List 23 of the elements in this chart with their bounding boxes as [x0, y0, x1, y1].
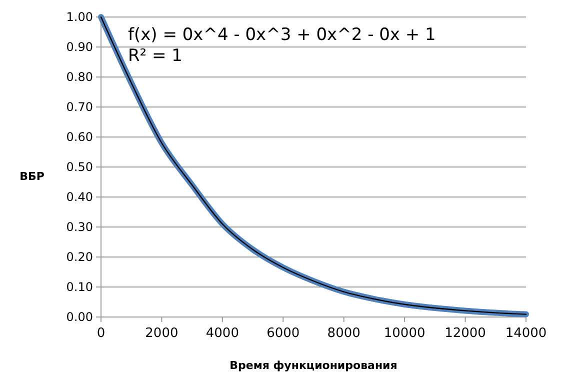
- x-axis-title: Время функционирования: [230, 359, 398, 372]
- x-tick-label: 4000: [206, 326, 239, 341]
- x-tick-label: 12000: [444, 326, 486, 341]
- x-tick-label: 8000: [327, 326, 360, 341]
- y-axis-title: ВБР: [20, 170, 44, 183]
- y-tick-label: 0.40: [66, 190, 93, 204]
- y-tick-label: 0.50: [66, 160, 93, 174]
- x-tick-label: 0: [96, 326, 106, 341]
- y-tick-label: 0.00: [66, 310, 93, 324]
- y-tick-label: 0.30: [66, 220, 93, 234]
- x-tick-label: 6000: [266, 326, 300, 341]
- y-tick-label: 0.20: [66, 250, 93, 264]
- x-tick-label: 10000: [384, 326, 426, 341]
- annotation: R² = 1: [128, 46, 182, 66]
- x-tick-label: 14000: [505, 326, 547, 341]
- y-tick-label: 0.90: [66, 40, 93, 54]
- y-tick-label: 0.80: [66, 70, 93, 84]
- y-tick-label: 0.60: [66, 130, 93, 144]
- y-tick-label: 0.70: [66, 100, 93, 114]
- y-tick-label: 0.10: [66, 280, 93, 294]
- x-tick-label: 2000: [145, 326, 178, 341]
- y-tick-label: 1.00: [66, 10, 93, 24]
- annotation: f(x) = 0x^4 - 0x^3 + 0x^2 - 0x + 1: [128, 25, 436, 45]
